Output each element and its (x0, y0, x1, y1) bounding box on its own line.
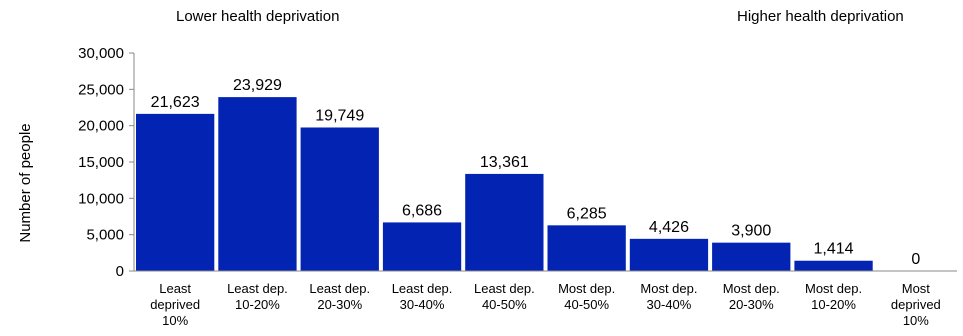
bar (136, 113, 215, 271)
y-tick-label: 15,000 (78, 154, 124, 171)
data-label: 6,285 (567, 205, 607, 222)
x-tick-label: Most dep. 40-50% (558, 281, 615, 312)
x-tick-label: Most dep. 20-30% (723, 281, 780, 312)
lower-deprivation-annotation: Lower health deprivation (176, 8, 340, 25)
x-tick-label: Least dep. 20-30% (309, 281, 370, 312)
data-label: 23,929 (233, 77, 282, 94)
bar (382, 222, 462, 271)
y-tick-label: 10,000 (78, 190, 124, 207)
y-tick-label: 20,000 (78, 118, 124, 135)
y-tick-label: 30,000 (78, 45, 124, 62)
x-tick-label: Least deprived 10% (150, 281, 200, 328)
x-tick-label: Least dep. 10-20% (227, 281, 288, 312)
data-label: 21,623 (151, 94, 200, 111)
bar (218, 97, 297, 271)
y-axis: 0 5,000 10,000 15,000 20,000 25,000 30,000 (78, 45, 135, 280)
data-label: 3,900 (731, 223, 771, 240)
bar (547, 225, 626, 271)
x-tick-label: Least dep. 40-50% (474, 281, 535, 312)
data-label: 13,361 (480, 154, 529, 171)
y-tick-label: 0 (116, 263, 124, 280)
bar (300, 127, 379, 271)
data-label: 1,414 (814, 241, 854, 258)
x-tick-label: Most dep. 10-20% (805, 281, 862, 312)
x-tick-label: Least dep. 30-40% (392, 281, 453, 312)
x-axis: Least deprived 10% Least dep. 10-20% Least de… (134, 270, 957, 328)
y-tick-label: 25,000 (78, 81, 124, 98)
y-axis-label: Number of people (17, 123, 34, 242)
bars (136, 97, 873, 271)
bar (629, 238, 709, 271)
x-tick-label: Most deprived 10% (891, 281, 941, 328)
x-tick-label: Most dep. 30-40% (640, 281, 697, 312)
bar (794, 260, 873, 271)
data-label: 6,686 (402, 202, 442, 219)
y-tick-label: 5,000 (86, 227, 124, 244)
data-label: 0 (911, 251, 920, 268)
data-label: 4,426 (649, 219, 689, 236)
bar (465, 173, 544, 271)
bar (712, 242, 791, 271)
data-labels: 21,623 23,929 19,749 6,686 13,361 6,285 4,426 3… (151, 77, 921, 268)
data-label: 19,749 (315, 107, 364, 124)
higher-deprivation-annotation: Higher health deprivation (737, 8, 904, 25)
